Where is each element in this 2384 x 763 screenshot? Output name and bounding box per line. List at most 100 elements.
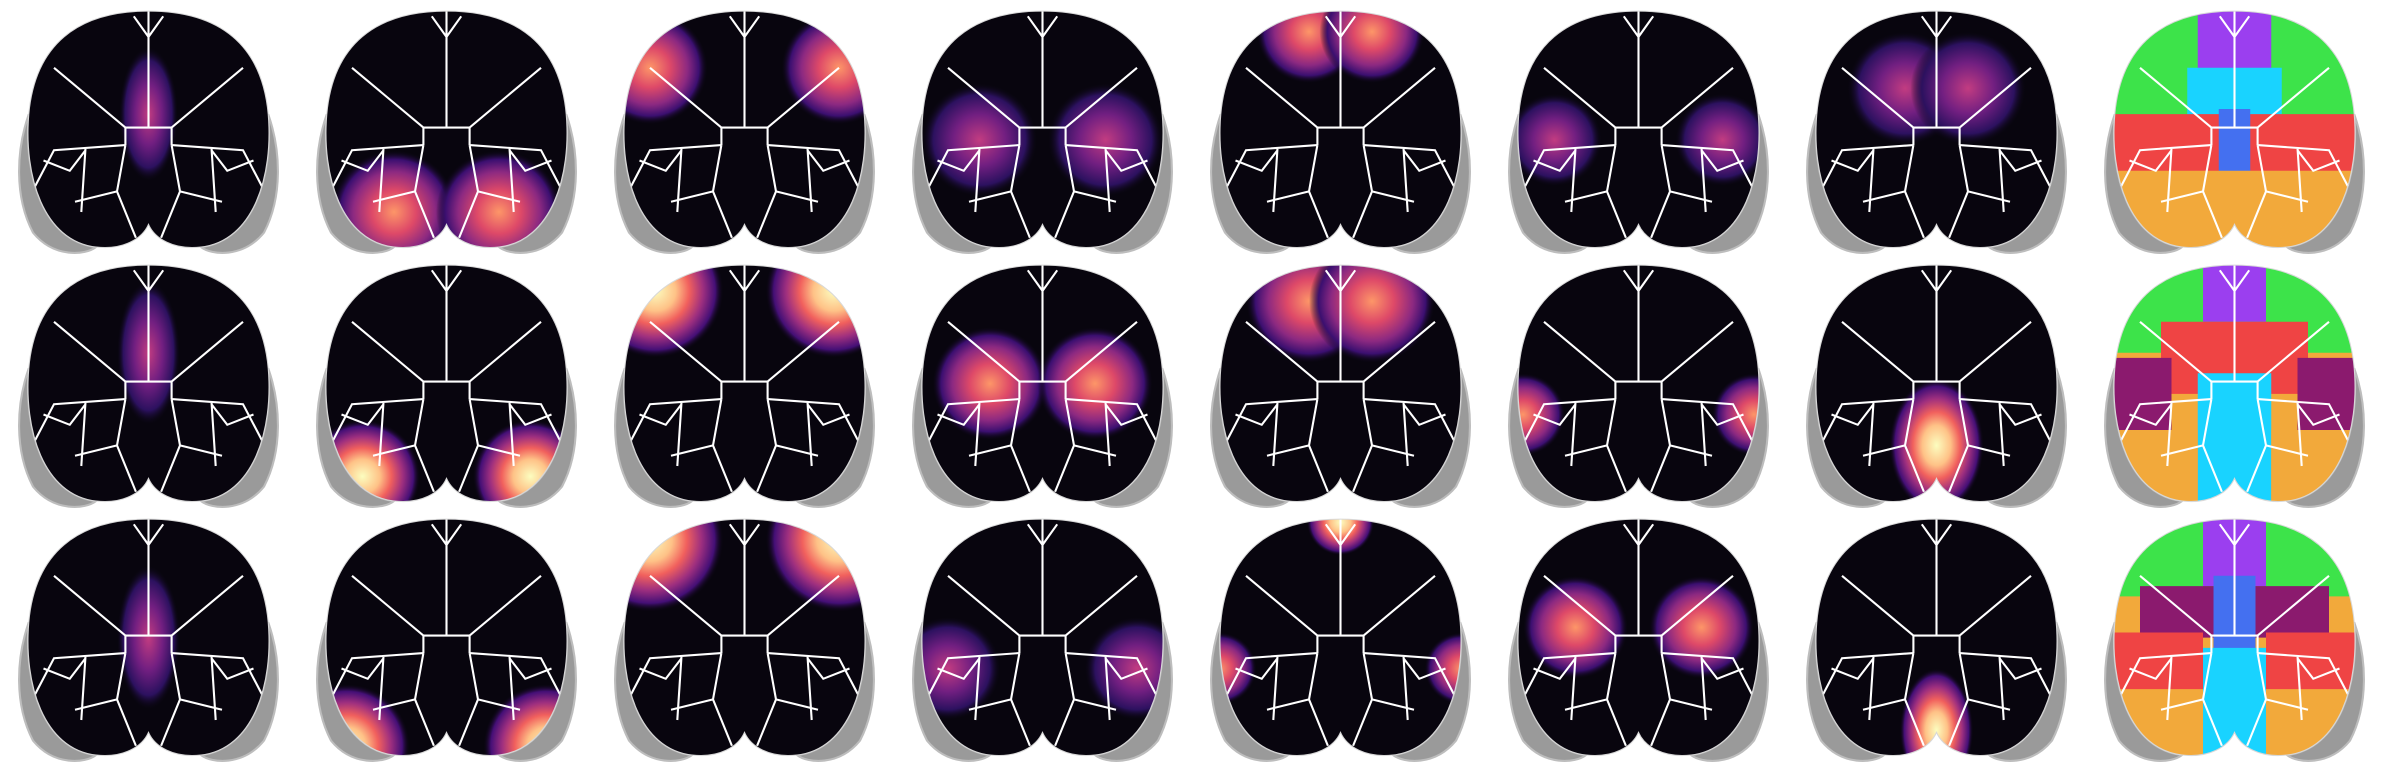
area-borders xyxy=(2120,11,2349,239)
brain-panel xyxy=(1210,518,1471,762)
area-borders xyxy=(34,519,263,747)
brain-fill xyxy=(1847,31,2026,146)
area-borders xyxy=(928,519,1157,747)
activation-blob xyxy=(1517,93,1602,187)
brain-panel xyxy=(18,518,279,762)
activation-blob xyxy=(1047,83,1164,197)
activation-blob xyxy=(781,11,866,125)
brain-outline xyxy=(325,10,568,249)
activation-blob xyxy=(1308,265,1435,363)
area-borders xyxy=(1226,11,1455,239)
brain-outline xyxy=(2113,10,2356,249)
brain-panel xyxy=(614,264,875,508)
brain-panel xyxy=(2104,10,2365,254)
brain-fill xyxy=(932,326,1153,441)
brain-fill xyxy=(2113,519,2356,756)
activation-blob xyxy=(932,326,1048,441)
brain-outline xyxy=(1517,264,1760,503)
activation-blob xyxy=(1910,31,2026,146)
brain-outline xyxy=(1517,10,1760,249)
area-borders xyxy=(928,11,1157,239)
area-borders xyxy=(928,265,1157,493)
brain-fill xyxy=(1517,373,1760,456)
area-borders xyxy=(1822,11,2051,239)
brain-panel xyxy=(18,264,279,508)
brain-panel xyxy=(1508,10,1769,254)
brain-panel xyxy=(1508,264,1769,508)
brain-outline xyxy=(623,264,866,503)
area-borders xyxy=(332,265,561,493)
area-borders xyxy=(34,265,263,493)
brain-fill xyxy=(921,83,1164,197)
brain-outline xyxy=(1815,518,2058,757)
brain-outline xyxy=(27,264,270,503)
brain-outline xyxy=(1219,264,1462,503)
brain-panel xyxy=(316,10,577,254)
area-borders xyxy=(1226,519,1455,747)
brain-panel xyxy=(2104,518,2365,762)
cluster-region xyxy=(2113,632,2356,695)
activation-blob xyxy=(1084,616,1164,720)
activation-blob xyxy=(1711,373,1760,456)
brain-panel xyxy=(614,518,875,762)
activation-blob xyxy=(921,616,1001,720)
brain-base xyxy=(1815,519,2058,756)
brain-panel xyxy=(1508,518,1769,762)
cluster-region xyxy=(2113,357,2356,436)
brain-panel xyxy=(316,264,577,508)
activation-blob xyxy=(1517,373,1565,456)
brain-panel xyxy=(1210,10,1471,254)
area-borders xyxy=(630,11,859,239)
brain-fill xyxy=(921,616,1164,720)
brain-outline xyxy=(921,518,1164,757)
brain-outline xyxy=(921,264,1164,503)
activation-blob xyxy=(1037,326,1153,441)
brain-outline xyxy=(921,10,1164,249)
area-borders xyxy=(630,265,859,493)
brain-fill xyxy=(623,11,866,125)
brain-panel xyxy=(614,10,875,254)
brain-panel xyxy=(912,518,1173,762)
brain-panel xyxy=(1806,518,2067,762)
brain-outline xyxy=(325,264,568,503)
brain-fill xyxy=(1899,668,1974,756)
cluster-region xyxy=(2113,170,2356,248)
cluster-region xyxy=(2113,689,2356,756)
brain-panel xyxy=(316,518,577,762)
area-borders xyxy=(1524,265,1753,493)
cluster-region xyxy=(2113,429,2356,502)
brain-outline xyxy=(1815,10,2058,249)
brain-base xyxy=(1517,11,1760,248)
brain-panel xyxy=(1806,10,2067,254)
brain-base xyxy=(1219,519,1462,756)
activation-blob xyxy=(435,150,562,248)
brain-outline xyxy=(27,518,270,757)
activation-blob xyxy=(623,11,708,125)
area-borders xyxy=(1822,519,2051,747)
brain-fill xyxy=(1517,93,1760,187)
area-borders xyxy=(34,11,263,239)
brain-outline xyxy=(623,10,866,249)
area-borders xyxy=(1822,265,2051,493)
brain-fill xyxy=(1889,378,1984,502)
brain-panel xyxy=(2104,264,2365,508)
brain-base xyxy=(1517,265,1760,502)
brain-fill xyxy=(1256,11,1425,84)
brain-outline xyxy=(1517,518,1760,757)
brain-panel xyxy=(1210,264,1471,508)
area-borders xyxy=(1524,519,1753,747)
brain-outline xyxy=(27,10,270,249)
brain-fill xyxy=(116,565,180,710)
brain-panel xyxy=(912,264,1173,508)
brain-panel xyxy=(18,10,279,254)
area-borders xyxy=(1524,11,1753,239)
brain-panel xyxy=(912,10,1173,254)
area-borders xyxy=(630,519,859,747)
brain-outline xyxy=(1219,518,1462,757)
activation-blob xyxy=(1889,378,1984,502)
activation-blob xyxy=(116,565,180,710)
brain-base xyxy=(325,519,568,756)
activation-blob xyxy=(1424,632,1462,705)
brain-outline xyxy=(325,518,568,757)
